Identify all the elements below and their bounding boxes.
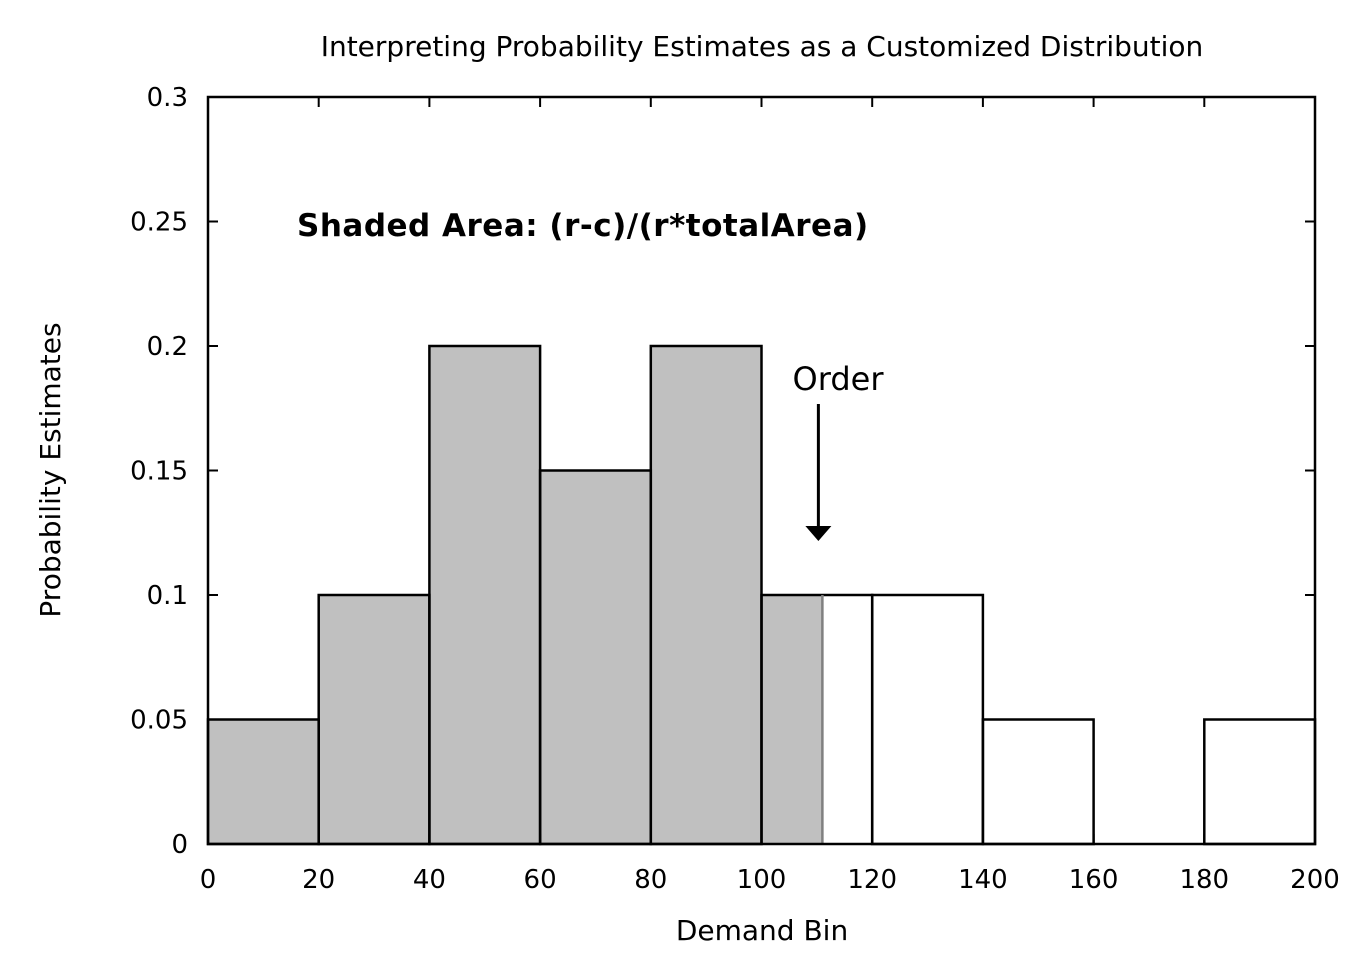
y-tick-label-3: 0.15 (130, 457, 188, 487)
chart-title: Interpreting Probability Estimates as a … (321, 30, 1204, 63)
x-tick-label-10: 200 (1290, 865, 1340, 895)
x-tick-label-4: 80 (634, 865, 667, 895)
shaded-bin-4 (650, 346, 762, 844)
x-tick-label-5: 100 (737, 865, 787, 895)
bar-6 (870, 593, 985, 846)
x-tick-label-6: 120 (847, 865, 897, 895)
y-tick-label-2: 0.1 (147, 581, 188, 611)
y-axis-tick-labels: 0 0.05 0.1 0.15 0.2 0.25 0.3 (130, 83, 188, 860)
shaded-area (208, 346, 823, 844)
bar-7 (981, 718, 1095, 846)
y-axis-label: Probability Estimates (34, 322, 67, 617)
shaded-area-annotation: Shaded Area: (r-c)/(r*totalArea) (297, 208, 869, 244)
y-tick-label-6: 0.3 (147, 83, 188, 113)
y-tick-label-0: 0 (171, 830, 188, 860)
y-tick-label-4: 0.2 (147, 332, 188, 362)
x-tick-label-1: 20 (302, 865, 335, 895)
shaded-bin-5 (761, 595, 823, 844)
y-tick-label-1: 0.05 (130, 706, 188, 736)
x-tick-label-2: 40 (413, 865, 446, 895)
x-tick-label-9: 180 (1179, 865, 1229, 895)
bar-9 (1203, 718, 1317, 846)
x-tick-label-7: 140 (958, 865, 1008, 895)
axis-ticks (207, 96, 1316, 845)
order-arrow (805, 404, 832, 541)
x-tick-label-8: 160 (1069, 865, 1119, 895)
x-tick-label-3: 60 (524, 865, 557, 895)
shaded-bin-2 (429, 346, 541, 844)
shaded-bin-3 (540, 470, 651, 844)
shaded-bin-0 (208, 719, 319, 844)
y-tick-label-5: 0.25 (130, 208, 188, 238)
x-axis-tick-labels: 0 20 40 60 80 100 120 140 160 180 200 (200, 865, 1340, 895)
shaded-bin-1 (318, 595, 430, 844)
order-annotation: Order (793, 360, 885, 398)
x-axis-label: Demand Bin (676, 914, 848, 947)
order-arrow-head (805, 526, 832, 541)
x-tick-label-0: 0 (200, 865, 217, 895)
